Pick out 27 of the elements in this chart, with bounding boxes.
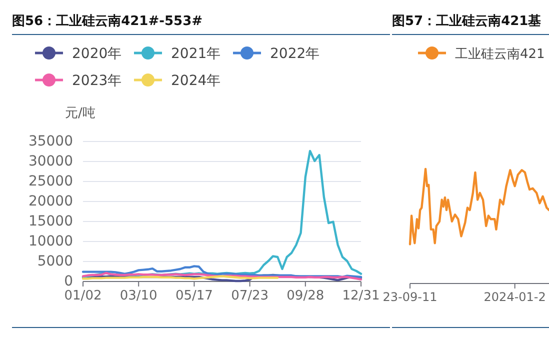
y-tick-label: 20000 xyxy=(28,193,73,210)
legend-label: 2023年 xyxy=(72,73,122,89)
y-tick-label: 5000 xyxy=(37,253,73,270)
x-tick-label: 07/23 xyxy=(231,288,269,304)
y-tick-label: 35000 xyxy=(28,133,73,150)
x-tick-label: 23-09-11 xyxy=(382,290,438,304)
x-tick-label: 05/17 xyxy=(175,288,213,304)
y-tick-label: 15000 xyxy=(28,213,73,230)
chart-title: 图57：工业硅云南421基 xyxy=(392,14,542,29)
legend-label: 工业硅云南421 xyxy=(455,47,545,62)
line-series xyxy=(82,265,362,278)
y-tick-label: 0 xyxy=(64,273,73,290)
y-tick-label: 25000 xyxy=(28,173,73,190)
legend-label: 2020年 xyxy=(72,46,122,62)
legend-label: 2021年 xyxy=(171,46,221,62)
x-tick-label: 09/28 xyxy=(286,288,324,304)
x-tick-label: 12/31 xyxy=(342,288,380,304)
x-tick-label: 03/10 xyxy=(120,288,158,304)
x-tick-label: 2024-01-2 xyxy=(484,290,546,304)
line-series xyxy=(82,150,362,278)
x-tick-label: 01/02 xyxy=(64,288,102,304)
y-tick-label: 30000 xyxy=(28,153,73,170)
legend-label: 2022年 xyxy=(270,46,320,62)
chart-title: 图56：工业硅云南421#-553# xyxy=(12,14,203,29)
y-axis-title: 元/吨 xyxy=(65,106,96,121)
y-tick-label: 10000 xyxy=(28,233,73,250)
legend-label: 2024年 xyxy=(171,73,221,89)
